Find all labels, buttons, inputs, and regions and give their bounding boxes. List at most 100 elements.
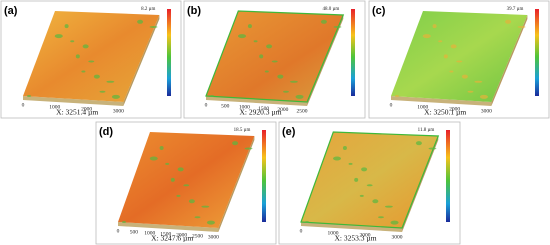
surface-feature bbox=[505, 19, 512, 24]
surface-side bbox=[123, 15, 160, 106]
surface-feature bbox=[194, 216, 201, 219]
z-max-label: 18.5 µm bbox=[234, 128, 251, 133]
surface-feature bbox=[70, 40, 75, 43]
surface-feature bbox=[176, 194, 181, 197]
surface-side bbox=[206, 96, 308, 106]
surface-feature bbox=[188, 199, 195, 204]
panel: 18.5 µm (d) 0 500 1000 1500 2000 2500 3000 X: 324… bbox=[95, 121, 277, 245]
surface-feature bbox=[27, 95, 31, 97]
surface-feature bbox=[165, 162, 170, 165]
x-tick-label: 1000 bbox=[49, 104, 60, 110]
x-tick-label: 2000 bbox=[176, 232, 187, 238]
x-tick-label: 1000 bbox=[239, 105, 250, 111]
x-tick-label: 2000 bbox=[81, 106, 92, 112]
x-tick-label: 1000 bbox=[328, 230, 339, 236]
surface-feature bbox=[348, 162, 353, 165]
surface-feature bbox=[232, 141, 239, 146]
surface-feature bbox=[238, 34, 247, 39]
panel-label: (a) bbox=[4, 5, 18, 17]
surface-feature bbox=[384, 205, 393, 208]
surface-feature bbox=[244, 147, 253, 150]
surface-side bbox=[118, 222, 219, 232]
x-tick-label: 1500 bbox=[160, 231, 171, 237]
surface-feature bbox=[422, 34, 431, 39]
surface-feature bbox=[137, 19, 144, 24]
surface-feature bbox=[354, 177, 359, 182]
x-axis-label: X: 3251.4 µm bbox=[56, 108, 98, 117]
surface bbox=[391, 11, 528, 102]
surface-feature bbox=[264, 70, 269, 73]
panel: 8.2 µm (a) 0 1000 2000 3000 X: 3251.4 µm bbox=[0, 0, 182, 119]
x-tick-label: 500 bbox=[130, 229, 139, 235]
x-tick-label: 0 bbox=[205, 102, 208, 108]
surface-feature bbox=[177, 167, 184, 172]
surface-feature bbox=[259, 54, 264, 59]
colorbar bbox=[167, 9, 171, 96]
x-tick-label: 500 bbox=[221, 103, 230, 109]
surface-feature bbox=[333, 156, 342, 161]
surface-side bbox=[391, 96, 492, 106]
surface-feature bbox=[206, 220, 215, 225]
surface-feature bbox=[122, 221, 126, 223]
surface-feature bbox=[366, 184, 373, 187]
surface-feature bbox=[82, 44, 89, 49]
surface-side bbox=[218, 136, 255, 232]
surface-feature bbox=[443, 54, 448, 59]
surface-feature bbox=[428, 147, 437, 150]
surface-feature bbox=[432, 24, 437, 29]
x-axis-label: X: 3250.1 µm bbox=[424, 108, 466, 117]
x-tick-label: 1000 bbox=[144, 230, 155, 236]
surface bbox=[300, 131, 440, 229]
surface-side bbox=[23, 96, 124, 106]
surface-feature bbox=[359, 194, 364, 197]
surface-feature bbox=[372, 199, 379, 204]
surface-feature bbox=[183, 184, 190, 187]
surface-feature bbox=[415, 141, 422, 146]
surface-feature bbox=[88, 60, 95, 63]
surface-feature bbox=[149, 25, 158, 28]
x-tick-label: 0 bbox=[117, 228, 120, 234]
surface-feature bbox=[266, 44, 273, 49]
colorbar bbox=[262, 130, 266, 222]
surface bbox=[118, 132, 255, 228]
surface-feature bbox=[149, 156, 158, 161]
surface-feature bbox=[361, 167, 368, 172]
surface-side bbox=[491, 15, 528, 106]
x-tick-label: 3000 bbox=[481, 108, 492, 114]
panel: 39.7 µm (c) 0 1000 2000 3000 X: 3250.1 µm bbox=[368, 0, 550, 119]
x-tick-label: 3000 bbox=[208, 234, 219, 240]
surface-feature bbox=[305, 221, 309, 223]
x-axis-label: X: 3247.6 µm bbox=[151, 234, 193, 243]
colorbar bbox=[446, 130, 450, 222]
x-axis-label: X: 2920.3 µm bbox=[240, 108, 282, 117]
surface-feature bbox=[253, 40, 258, 43]
surface-feature bbox=[450, 44, 457, 49]
surface-feature bbox=[247, 24, 252, 29]
x-tick-label: 1500 bbox=[258, 106, 269, 112]
surface-feature bbox=[449, 70, 454, 73]
surface-feature bbox=[282, 90, 289, 93]
surface-feature bbox=[111, 94, 120, 99]
x-tick-label: 0 bbox=[390, 102, 393, 108]
surface-feature bbox=[479, 94, 488, 99]
x-tick-label: 2500 bbox=[192, 233, 203, 239]
panel-label: (d) bbox=[99, 126, 113, 138]
surface bbox=[23, 11, 160, 102]
colorbar bbox=[351, 9, 355, 96]
surface-feature bbox=[342, 145, 347, 150]
panel: 11.8 µm (e) 0 1000 2000 3000 X: 3253.3 µm bbox=[278, 121, 461, 245]
x-tick-label: 2500 bbox=[297, 108, 308, 114]
surface-feature bbox=[201, 205, 210, 208]
surface-feature bbox=[271, 60, 278, 63]
colorbar bbox=[535, 9, 539, 96]
panel-label: (e) bbox=[282, 126, 296, 138]
surface-feature bbox=[277, 74, 284, 79]
x-tick-label: 2000 bbox=[277, 107, 288, 113]
surface-feature bbox=[295, 94, 304, 99]
surface-feature bbox=[159, 145, 164, 150]
surface-feature bbox=[467, 90, 474, 93]
surface-feature bbox=[81, 70, 86, 73]
surface-feature bbox=[438, 40, 443, 43]
surface-feature bbox=[456, 60, 463, 63]
x-tick-label: 0 bbox=[22, 102, 25, 108]
